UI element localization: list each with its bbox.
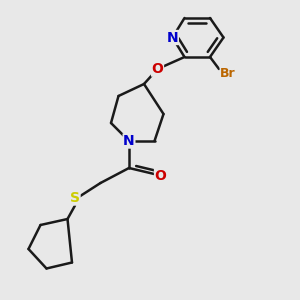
- Text: O: O: [152, 62, 164, 76]
- Text: O: O: [154, 169, 166, 182]
- Text: N: N: [167, 31, 178, 44]
- Text: N: N: [123, 134, 135, 148]
- Text: Br: Br: [220, 67, 236, 80]
- Text: S: S: [70, 191, 80, 205]
